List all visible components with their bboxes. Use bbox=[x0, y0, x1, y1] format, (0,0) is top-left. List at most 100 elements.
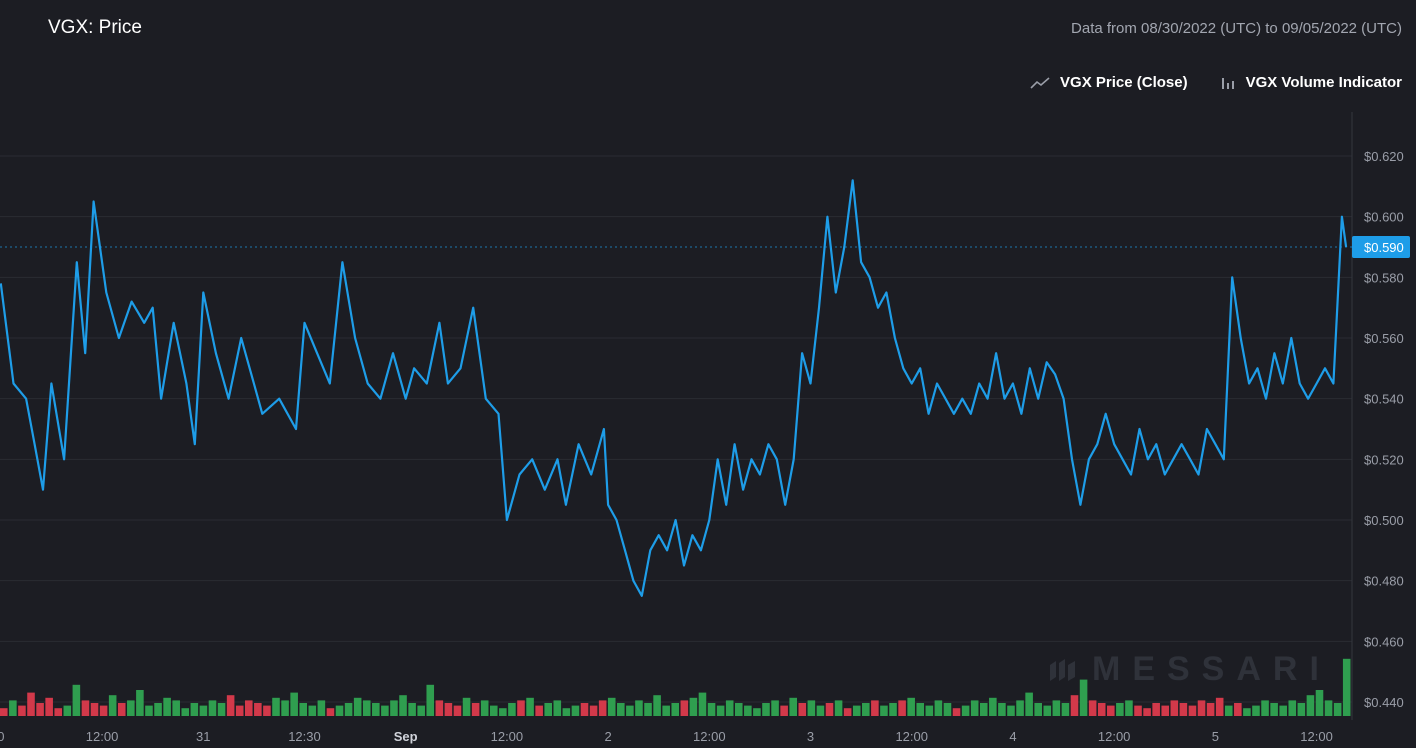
legend-volume-label: VGX Volume Indicator bbox=[1245, 74, 1402, 91]
volume-bar bbox=[1025, 692, 1033, 716]
volume-bar bbox=[998, 703, 1006, 716]
volume-bar bbox=[589, 705, 598, 716]
x-tick-label: 12:00 bbox=[895, 729, 928, 744]
volume-bar bbox=[426, 684, 435, 716]
x-tick-label: 12:30 bbox=[288, 729, 321, 744]
volume-bar bbox=[680, 700, 689, 716]
volume-bar bbox=[489, 705, 498, 716]
volume-bar bbox=[471, 703, 480, 716]
volume-bar bbox=[834, 700, 843, 716]
volume-bar bbox=[417, 705, 425, 716]
volume-bar bbox=[281, 700, 289, 716]
y-tick-label: $0.480 bbox=[1364, 574, 1404, 589]
volume-bar bbox=[626, 705, 634, 716]
volume-bar bbox=[1306, 695, 1315, 716]
y-tick-label: $0.460 bbox=[1364, 634, 1404, 649]
volume-bar bbox=[290, 692, 298, 716]
volume-bar bbox=[1052, 700, 1061, 716]
volume-bar bbox=[353, 697, 362, 716]
volume-bar bbox=[362, 700, 371, 716]
x-tick-label: 12:00 bbox=[86, 729, 119, 744]
volume-bar bbox=[1043, 705, 1052, 716]
volume-bar bbox=[1079, 679, 1088, 716]
volume-bar bbox=[99, 705, 108, 716]
volume-bar bbox=[453, 705, 462, 716]
volume-bar bbox=[317, 700, 326, 716]
volume-bar bbox=[707, 703, 716, 716]
volume-bar bbox=[181, 708, 190, 716]
volume-bar bbox=[1270, 703, 1278, 716]
volume-bar bbox=[235, 705, 244, 716]
volume-bar bbox=[399, 695, 407, 716]
volume-bar bbox=[880, 705, 888, 716]
volume-bar bbox=[1206, 703, 1215, 716]
volume-bar bbox=[1070, 695, 1079, 716]
volume-bar bbox=[0, 708, 8, 716]
x-tick-label: 2 bbox=[604, 729, 611, 744]
volume-bar bbox=[54, 708, 63, 716]
volume-bar bbox=[598, 700, 607, 716]
y-tick-label: $0.440 bbox=[1364, 695, 1404, 710]
volume-bar bbox=[970, 700, 979, 716]
volume-bar bbox=[725, 700, 734, 716]
volume-bar bbox=[172, 700, 180, 716]
volume-bar bbox=[952, 708, 961, 716]
volume-bar bbox=[979, 703, 988, 716]
volume-bar bbox=[1243, 708, 1251, 716]
bar-chart-icon bbox=[1221, 77, 1234, 89]
volume-bar bbox=[753, 708, 761, 716]
legend-price-label: VGX Price (Close) bbox=[1060, 74, 1188, 91]
volume-bar bbox=[117, 703, 126, 716]
volume-bar bbox=[335, 705, 344, 716]
volume-bar bbox=[435, 700, 444, 716]
volume-bar bbox=[1288, 700, 1297, 716]
legend-item-volume[interactable]: VGX Volume Indicator bbox=[1220, 74, 1402, 91]
volume-bar bbox=[862, 703, 870, 716]
messari-logo-icon bbox=[1050, 658, 1075, 681]
x-tick-label: 12:00 bbox=[1300, 729, 1333, 744]
legend-item-price[interactable]: VGX Price (Close) bbox=[1030, 74, 1188, 91]
volume-bar bbox=[145, 705, 153, 716]
volume-bar bbox=[1152, 703, 1160, 716]
volume-bar bbox=[1161, 705, 1170, 716]
volume-bar bbox=[716, 705, 725, 716]
x-tick-label: 12:00 bbox=[1098, 729, 1131, 744]
volume-bar bbox=[744, 705, 752, 716]
volume-bar bbox=[762, 703, 770, 716]
y-tick-label: $0.540 bbox=[1364, 392, 1404, 407]
volume-bar bbox=[108, 695, 117, 716]
volume-bar bbox=[943, 703, 952, 716]
volume-bar bbox=[816, 705, 825, 716]
volume-bar bbox=[671, 703, 680, 716]
volume-bar bbox=[217, 703, 226, 716]
volume-bar bbox=[499, 708, 507, 716]
volume-bar bbox=[807, 700, 816, 716]
volume-bar bbox=[90, 703, 99, 716]
volume-bar bbox=[27, 692, 35, 716]
volume-bar bbox=[907, 697, 915, 716]
volume-bar bbox=[989, 697, 997, 716]
volume-bar bbox=[653, 695, 661, 716]
volume-bar bbox=[381, 705, 389, 716]
volume-bar bbox=[580, 703, 589, 716]
volume-bar bbox=[344, 703, 353, 716]
volume-bar bbox=[326, 708, 335, 716]
volume-bar bbox=[889, 703, 897, 716]
volume-bar bbox=[898, 700, 906, 716]
volume-bar bbox=[644, 703, 652, 716]
volume-bar bbox=[480, 700, 489, 716]
last-price-label: $0.590 bbox=[1364, 240, 1404, 255]
volume-bar bbox=[462, 697, 471, 716]
volume-bar bbox=[1234, 703, 1242, 716]
volume-bar bbox=[517, 700, 525, 716]
volume-bar bbox=[771, 700, 779, 716]
volume-bar bbox=[825, 703, 834, 716]
volume-bar bbox=[798, 703, 807, 716]
x-tick-label: 0 bbox=[0, 729, 4, 744]
volume-bar bbox=[1279, 705, 1287, 716]
volume-bar bbox=[36, 703, 44, 716]
volume-bar bbox=[562, 708, 571, 716]
volume-bar bbox=[1261, 700, 1269, 716]
volume-bar bbox=[263, 705, 271, 716]
